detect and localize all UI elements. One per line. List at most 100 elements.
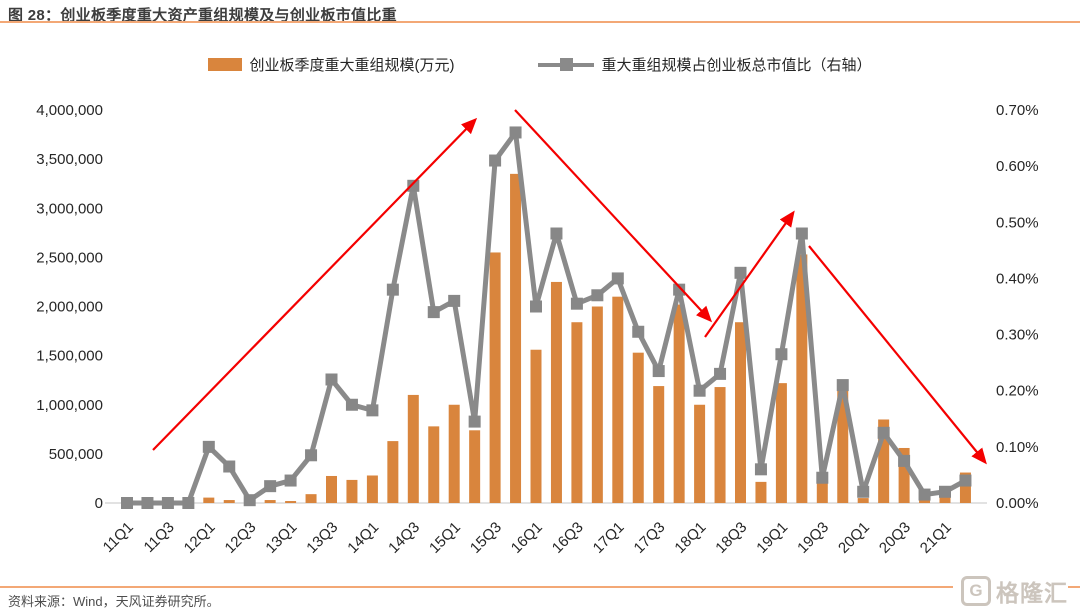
left-axis-tick-label: 0 [95, 495, 103, 512]
x-axis-tick-label: 16Q3 [549, 519, 587, 557]
right-axis-tick-label: 0.00% [996, 495, 1039, 512]
left-axis-tick-label: 1,500,000 [36, 348, 103, 365]
bar-14Q2 [387, 441, 399, 503]
x-axis-tick-label: 17Q3 [631, 519, 669, 557]
x-axis-tick-label: 11Q3 [141, 519, 178, 556]
x-axis-tick-label: 12Q3 [222, 519, 260, 557]
line-point-19Q4 [836, 379, 849, 392]
bar-series-swatch [208, 58, 243, 71]
line-point-15Q3 [489, 154, 502, 167]
line-point-12Q1 [202, 440, 215, 453]
right-axis-tick-label: 0.50% [996, 214, 1039, 231]
x-axis-tick-label: 13Q1 [262, 519, 300, 557]
bar-13Q3 [326, 475, 337, 503]
trend-arrow-3 [704, 210, 795, 338]
bar-13Q4 [346, 479, 358, 503]
bar-12Q2 [223, 500, 235, 503]
right-axis-tick-label: 0.60% [996, 158, 1039, 175]
gelonghui-logo-icon: G [961, 576, 991, 606]
line-point-20Q4 [918, 488, 931, 501]
bar-13Q1 [285, 501, 297, 503]
line-point-19Q1 [775, 348, 788, 361]
bar-17Q3 [653, 386, 665, 503]
x-axis-tick-label: 13Q3 [303, 519, 341, 557]
left-axis-tick-label: 1,000,000 [36, 397, 103, 414]
x-axis-tick-label: 20Q1 [835, 519, 873, 557]
right-axis-tick-label: 0.70% [996, 102, 1039, 119]
line-point-11Q4 [182, 497, 195, 509]
x-axis-tick-label: 18Q1 [671, 519, 709, 557]
bar-14Q3 [407, 394, 419, 503]
source-note: 资料来源：Wind，天风证券研究所。 [8, 594, 220, 609]
bar-21Q2 [959, 472, 971, 503]
line-point-16Q4 [591, 289, 604, 302]
trend-arrow-4 [808, 245, 987, 465]
line-point-14Q2 [386, 283, 399, 296]
bar-17Q2 [632, 352, 644, 503]
trend-arrow-2 [514, 109, 713, 323]
line-point-17Q3 [652, 365, 665, 378]
line-marker-square [560, 58, 574, 71]
line-series-label: 重大重组规模占创业板总市值比（右轴） [601, 57, 872, 74]
figure-title: 图 28：创业板季度重大资产重组规模及与创业板市值比重 [8, 7, 397, 24]
line-point-18Q2 [714, 367, 727, 380]
bar-15Q4 [510, 173, 522, 504]
line-point-13Q4 [345, 398, 358, 411]
trend-arrow-1 [152, 117, 478, 451]
right-axis-tick-label: 0.30% [996, 327, 1039, 344]
line-point-11Q1 [121, 497, 133, 509]
bar-15Q2 [469, 430, 481, 503]
left-axis-tick-label: 2,000,000 [36, 299, 103, 316]
bar-19Q2 [796, 254, 808, 503]
x-axis-tick-label: 20Q3 [876, 519, 914, 557]
x-axis-tick-label: 21Q1 [917, 519, 955, 557]
x-axis-tick-label: 12Q1 [181, 519, 219, 557]
bar-series-label: 创业板季度重大重组规模(万元) [249, 57, 455, 74]
line-point-17Q4 [673, 283, 686, 296]
line-point-13Q1 [284, 474, 297, 487]
line-series-marker [538, 58, 595, 71]
right-axis-tick-label: 0.10% [996, 439, 1039, 456]
line-point-12Q3 [243, 494, 256, 507]
x-axis-tick-label: 16Q1 [508, 519, 546, 557]
bar-21Q1 [939, 493, 951, 503]
line-point-16Q2 [550, 227, 563, 240]
line-point-12Q2 [223, 460, 236, 473]
x-axis-tick-label: 15Q1 [426, 519, 464, 557]
line-point-14Q4 [427, 306, 440, 319]
line-point-18Q3 [734, 266, 747, 279]
legend-item-line-series: 重大重组规模占创业板总市值比（右轴） [538, 54, 872, 75]
bar-17Q1 [612, 296, 624, 503]
line-point-19Q2 [795, 227, 808, 240]
right-axis-tick-label: 0.20% [996, 383, 1039, 400]
line-point-17Q1 [611, 272, 624, 285]
right-axis-tick-label: 0.40% [996, 270, 1039, 287]
line-point-20Q1 [857, 485, 870, 498]
bar-18Q3 [735, 322, 746, 503]
line-point-15Q4 [509, 126, 522, 139]
line-point-16Q1 [530, 300, 542, 313]
gelonghui-logo: G 格隆汇 [953, 575, 1068, 607]
line-point-15Q1 [448, 294, 461, 307]
bar-20Q1 [857, 498, 869, 503]
line-point-21Q1 [939, 485, 951, 498]
gelonghui-logo-text: 格隆汇 [996, 580, 1068, 606]
line-point-12Q4 [264, 480, 277, 493]
line-point-13Q3 [325, 373, 338, 386]
bar-15Q1 [448, 404, 460, 503]
footer-rule [0, 586, 1080, 588]
line-point-18Q4 [754, 463, 767, 476]
bar-16Q1 [530, 349, 542, 503]
bar-20Q3 [898, 447, 910, 503]
bar-19Q4 [837, 390, 849, 503]
left-axis-tick-label: 3,000,000 [36, 200, 103, 217]
line-point-16Q3 [570, 297, 583, 310]
line-point-14Q3 [407, 179, 420, 192]
left-axis-tick-label: 3,500,000 [36, 151, 103, 168]
line-point-19Q3 [816, 471, 829, 484]
left-axis-tick-label: 4,000,000 [36, 102, 103, 119]
x-axis-tick-label: 14Q3 [385, 519, 423, 557]
bar-12Q1 [203, 497, 215, 503]
